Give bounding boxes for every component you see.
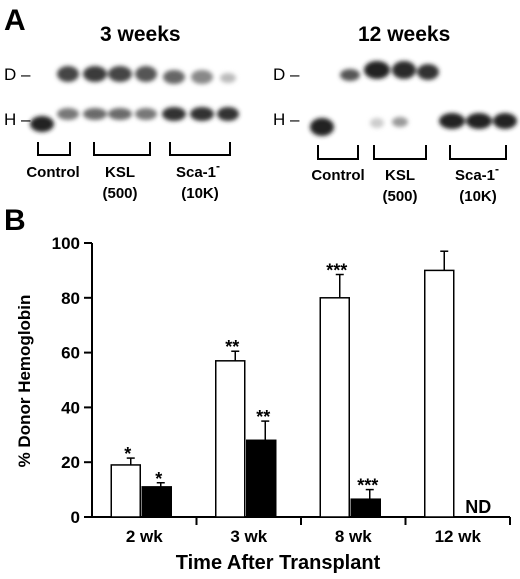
band: [57, 108, 79, 120]
panel-a-label: A: [4, 4, 26, 37]
left-label-sca: Sca-1-: [176, 159, 220, 181]
band: [392, 61, 416, 79]
band: [83, 108, 107, 120]
band: [135, 66, 157, 82]
band: [493, 113, 517, 129]
right-label-sca: Sca-1-: [455, 162, 499, 184]
x-tick-label: 3 wk: [230, 527, 267, 546]
band: [163, 70, 185, 84]
right-gel-brackets: [317, 145, 507, 160]
bar: [215, 360, 246, 518]
right-label-sca-count: (10K): [459, 188, 497, 205]
left-gel-bands: [30, 66, 239, 132]
band: [108, 108, 132, 120]
right-band-label-h: H –: [273, 110, 300, 129]
y-tick-label: 20: [61, 453, 80, 472]
y-tick-label: 80: [61, 289, 80, 308]
band: [162, 107, 186, 121]
significance-label: **: [256, 407, 270, 427]
y-tick-label: 0: [71, 508, 80, 527]
band: [217, 107, 239, 121]
y-axis-label: % Donor Hemoglobin: [15, 295, 34, 468]
y-tick-label: 60: [61, 344, 80, 363]
bar: [110, 464, 141, 518]
band: [364, 61, 390, 79]
bar: [141, 486, 172, 518]
not-detected-label: ND: [465, 497, 491, 517]
left-label-sca-sup: -: [216, 159, 220, 173]
right-gel-bands: [310, 61, 517, 136]
right-gel-title: 12 weeks: [358, 23, 450, 46]
x-tick-label: 8 wk: [335, 527, 372, 546]
left-band-label-h: H –: [4, 110, 31, 129]
bar: [350, 498, 381, 518]
left-band-label-d: D –: [4, 65, 31, 84]
band: [83, 66, 107, 82]
left-label-ksl: KSL: [105, 164, 135, 181]
band: [108, 66, 132, 82]
y-tick-label: 40: [61, 398, 80, 417]
left-label-sca-text: Sca-1: [176, 164, 216, 181]
band: [191, 70, 213, 84]
x-tick-label: 2 wk: [126, 527, 163, 546]
significance-label: ***: [357, 476, 378, 496]
bar: [424, 269, 455, 518]
significance-label: *: [124, 444, 131, 464]
band: [220, 73, 236, 83]
right-label-sca-text: Sca-1: [455, 167, 495, 184]
band: [370, 118, 384, 128]
band: [57, 66, 79, 82]
significance-label: *: [155, 469, 162, 489]
x-tick-label: 12 wk: [435, 527, 482, 546]
chart-bars: [110, 250, 455, 518]
right-label-ksl-count: (500): [382, 188, 417, 205]
band: [190, 107, 214, 121]
band: [392, 117, 408, 127]
significance-label: ***: [326, 261, 347, 281]
band: [310, 118, 334, 136]
left-gel-title: 3 weeks: [100, 23, 181, 46]
bar: [319, 297, 350, 518]
band: [30, 116, 54, 132]
bar-chart: % Donor Hemoglobin Time After Transplant…: [15, 234, 511, 574]
band: [417, 64, 439, 80]
left-label-sca-count: (10K): [181, 185, 219, 202]
band: [135, 108, 157, 120]
right-gel: 12 weeks D – H – Control KSL (500): [273, 23, 517, 205]
band: [340, 69, 360, 81]
right-band-label-d: D –: [273, 65, 300, 84]
left-label-control: Control: [26, 164, 79, 181]
band: [439, 113, 465, 129]
panel-b-label: B: [4, 204, 26, 237]
left-gel: 3 weeks D – H –: [4, 23, 239, 202]
significance-label: **: [225, 337, 239, 357]
right-label-ksl: KSL: [385, 167, 415, 184]
right-label-sca-sup: -: [495, 162, 499, 176]
right-label-control: Control: [311, 167, 364, 184]
bar: [246, 439, 277, 518]
left-label-ksl-count: (500): [102, 185, 137, 202]
band: [466, 113, 492, 129]
y-tick-label: 100: [52, 234, 80, 253]
left-gel-brackets: [37, 142, 231, 156]
x-axis-label: Time After Transplant: [176, 552, 381, 574]
